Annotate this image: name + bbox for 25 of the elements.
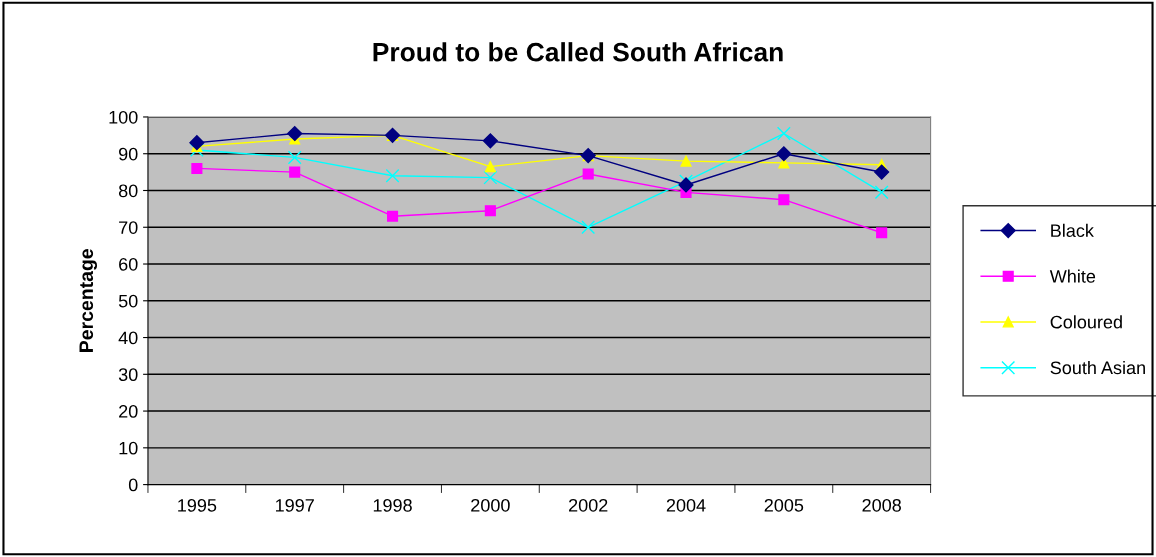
x-tick-label: 2002 [569, 498, 608, 512]
y-tick-label: 0 [128, 478, 138, 492]
y-tick-label: 10 [119, 441, 138, 455]
chart-title: Proud to be Called South African [373, 42, 783, 62]
y-tick-label: 60 [119, 257, 138, 271]
x-tick-label: 1998 [373, 498, 412, 512]
y-tick-label: 20 [119, 405, 138, 418]
x-tick-label: 1997 [276, 498, 314, 512]
legend-label: South Asian [1050, 360, 1145, 375]
legend-label: White [1049, 269, 1096, 283]
y-tick-label: 40 [118, 331, 138, 345]
x-tick-label: 2004 [666, 498, 706, 512]
y-tick-label: 50 [118, 294, 138, 308]
y-tick-label: 90 [119, 147, 138, 161]
y-tick-label: 100 [109, 110, 138, 124]
legend-label: Coloured [1050, 315, 1122, 329]
x-tick-label: 2008 [862, 498, 901, 512]
y-tick-label: 70 [119, 221, 138, 234]
y-tick-label: 30 [118, 368, 138, 382]
x-tick-label: 1995 [178, 498, 217, 512]
x-tick-label: 2005 [764, 498, 804, 512]
y-axis-title: Percentage [79, 249, 98, 352]
x-tick-label: 2000 [471, 498, 510, 512]
legend-label: Black [1051, 223, 1094, 238]
y-tick-label: 80 [118, 184, 138, 198]
